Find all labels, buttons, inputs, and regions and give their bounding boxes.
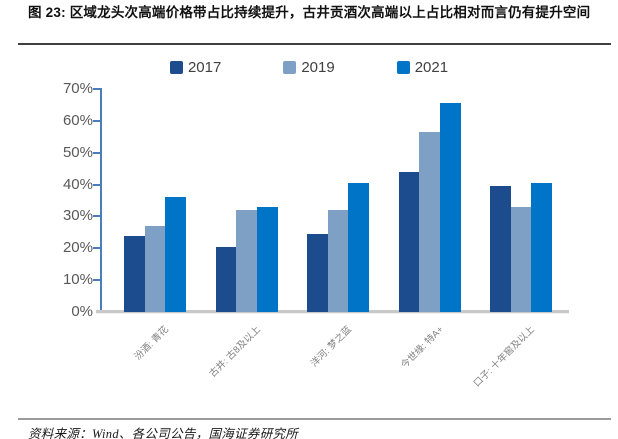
legend-swatch-icon: [396, 61, 410, 74]
bar-2019: [327, 210, 349, 312]
bar-2019: [419, 132, 440, 312]
bar-2021: [439, 103, 461, 312]
legend-item-2021: 2021: [396, 59, 449, 76]
bar-2021: [165, 197, 187, 312]
bar-group: [307, 89, 370, 312]
y-axis-tick: [93, 183, 100, 186]
bar-2017: [124, 235, 145, 312]
chart-legend: 2017 2019 2021: [0, 59, 618, 76]
bar-2019: [144, 226, 166, 312]
y-axis-tick: [93, 88, 100, 90]
legend-item-2017: 2017: [169, 59, 222, 76]
y-axis-tick: [93, 151, 100, 154]
legend-label: 2017: [187, 59, 222, 76]
bar-2019: [510, 206, 532, 312]
y-axis-tick: [93, 215, 100, 218]
y-tick-label: 0%: [71, 303, 93, 320]
y-axis-tick: [93, 279, 100, 282]
y-axis-tick: [93, 119, 100, 122]
figure-title: 图 23: 区域龙头次高端价格带占比持续提升，古井贡酒次高端以上占比相对而言仍有…: [28, 5, 591, 20]
legend-item-2019: 2019: [283, 59, 335, 76]
x-axis-line: [96, 310, 569, 314]
y-tick-label: 40%: [62, 175, 93, 193]
y-tick-label: 60%: [62, 111, 93, 129]
y-axis-line: [100, 88, 102, 312]
bar-group: [124, 89, 187, 312]
bar-2019: [236, 210, 257, 312]
bar-group: [398, 89, 461, 312]
bar-2021: [531, 182, 553, 312]
bar-group: [490, 89, 553, 312]
legend-label: 2019: [301, 59, 335, 76]
title-divider: [18, 43, 611, 45]
y-axis-labels: 0% 10% 20% 30% 40% 50% 60% 70%: [38, 80, 93, 320]
legend-swatch-icon: [283, 61, 297, 74]
bar-2017: [398, 171, 420, 312]
y-tick-label: 70%: [62, 80, 93, 97]
source-divider: [18, 418, 611, 420]
bar-group: [215, 89, 278, 312]
y-tick-label: 20%: [62, 239, 93, 257]
legend-swatch-icon: [169, 61, 183, 74]
bar-2017: [490, 186, 511, 312]
y-tick-label: 30%: [62, 207, 93, 225]
bar-2021: [256, 206, 278, 312]
source-note: 资料来源：Wind、各公司公告，国海证券研究所: [28, 427, 299, 439]
y-tick-label: 10%: [62, 271, 93, 289]
y-tick-label: 50%: [62, 143, 93, 161]
bar-2021: [348, 182, 370, 312]
bar-2017: [215, 246, 237, 312]
y-axis-tick: [93, 247, 100, 250]
plot-area: 汾酒: 青花 古井: 古8及以上 洋河: 梦之蓝 今世缘: 特A+ 口子: 十年窖及以上: [93, 88, 569, 389]
legend-label: 2021: [414, 59, 449, 76]
bar-2017: [307, 233, 328, 312]
